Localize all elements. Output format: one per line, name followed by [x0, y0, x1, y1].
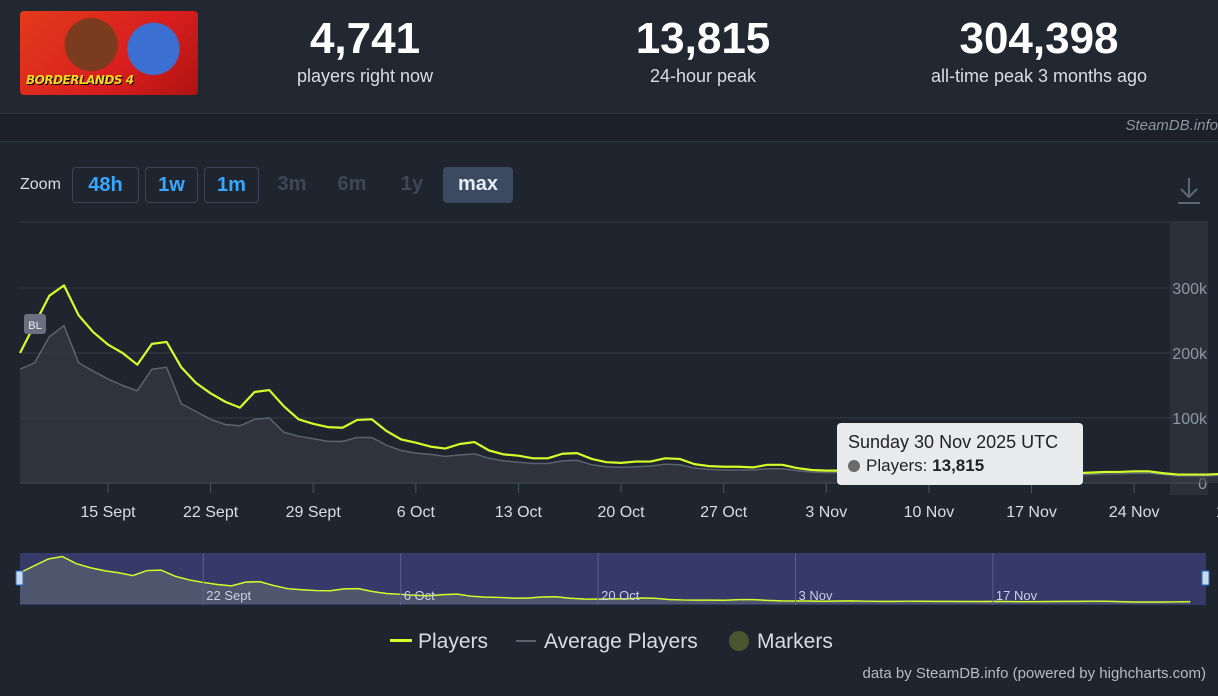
x-tick-label: 13 Oct	[495, 504, 543, 521]
zoom-1y-button[interactable]: 1y	[386, 167, 438, 203]
tooltip-label: Players:	[866, 456, 928, 475]
average-swatch-icon	[516, 640, 536, 642]
navigator-left-handle[interactable]	[15, 570, 24, 586]
navigator-tick-label: 6 Oct	[404, 588, 435, 603]
tooltip-dot-icon	[848, 460, 860, 472]
x-tick-label: 15 Sept	[80, 504, 136, 521]
legend-markers[interactable]: Markers	[729, 630, 833, 654]
zoom-6m-button[interactable]: 6m	[326, 167, 378, 203]
zoom-3m-button[interactable]: 3m	[266, 167, 318, 203]
logo-text: BORDERLANDS 4	[26, 73, 134, 87]
steamdb-credit[interactable]: SteamDB.info	[1125, 117, 1218, 134]
tooltip-players: Players: 13,815	[848, 456, 984, 476]
stat-all-time-peak: 304,398 all-time peak 3 months ago	[904, 14, 1174, 87]
stat-24h-peak: 13,815 24-hour peak	[596, 14, 810, 87]
tooltip-value: 13,815	[932, 456, 985, 475]
footer-credit[interactable]: data by SteamDB.info (powered by highcha…	[862, 665, 1207, 682]
x-tick-label: 3 Nov	[805, 504, 847, 521]
average-area	[20, 325, 1218, 483]
navigator-tick-label: 3 Nov	[799, 588, 833, 603]
x-tick-label: 29 Sept	[286, 504, 342, 521]
stat-label: players right now	[296, 66, 434, 86]
stat-players-now: 4,741 players right now	[258, 14, 472, 87]
stat-value: 304,398	[959, 14, 1119, 63]
plot-right-shade	[1170, 222, 1208, 495]
marker-badge[interactable]: BL	[24, 314, 46, 334]
x-tick-label: 1 Dec	[1216, 504, 1218, 521]
navigator-chart[interactable]: 22 Sept 6 Oct 20 Oct 3 Nov 17 Nov	[0, 550, 1218, 608]
stat-label: 24-hour peak	[649, 66, 757, 86]
legend-average-label: Average Players	[544, 630, 698, 653]
zoom-48h-button[interactable]: 48h	[72, 167, 139, 203]
navigator-area	[20, 556, 1191, 604]
x-tick-label: 10 Nov	[904, 504, 955, 521]
header-bar: BORDERLANDS 4 4,741 players right now 13…	[0, 0, 1218, 114]
y-tick-label: 200k	[1172, 346, 1208, 363]
y-tick-label: 0	[1198, 476, 1207, 493]
legend-markers-label: Markers	[757, 630, 833, 653]
players-swatch-icon	[390, 639, 412, 642]
x-tick-label: 20 Oct	[597, 504, 645, 521]
navigator-tick-label: 20 Oct	[601, 588, 640, 603]
x-tick-label: 6 Oct	[397, 504, 436, 521]
x-tick-label: 17 Nov	[1006, 504, 1057, 521]
zoom-label: Zoom	[20, 176, 61, 193]
legend-players-label: Players	[418, 630, 489, 653]
main-chart[interactable]: 0 100k 200k 300k 15 Sept 22 Sept 29 Sept 6 Oct…	[0, 210, 1218, 530]
tooltip-date: Sunday 30 Nov 2025 UTC	[848, 432, 1059, 452]
download-icon[interactable]	[1176, 176, 1202, 206]
legend-players[interactable]: Players	[390, 630, 488, 654]
stat-value: 4,741	[309, 14, 421, 63]
x-tick-label: 24 Nov	[1109, 504, 1160, 521]
x-tick-label: 22 Sept	[183, 504, 239, 521]
markers-swatch-icon	[729, 631, 749, 651]
legend-average[interactable]: Average Players	[516, 630, 698, 654]
zoom-1m-button[interactable]: 1m	[204, 167, 259, 203]
zoom-1w-button[interactable]: 1w	[145, 167, 198, 203]
navigator-line	[19, 555, 1191, 603]
stat-value: 13,815	[635, 14, 771, 63]
y-tick-label: 100k	[1172, 411, 1208, 428]
x-tick-label: 27 Oct	[700, 504, 748, 521]
zoom-max-button[interactable]: max	[443, 167, 513, 203]
stat-label: all-time peak 3 months ago	[930, 66, 1148, 86]
svg-text:BL: BL	[28, 320, 41, 332]
chart-tooltip: Sunday 30 Nov 2025 UTC Players: 13,815	[837, 423, 1083, 485]
navigator-tick-label: 17 Nov	[996, 588, 1038, 603]
y-tick-label: 300k	[1172, 281, 1208, 298]
game-logo[interactable]: BORDERLANDS 4	[20, 11, 198, 95]
navigator-right-handle[interactable]	[1201, 570, 1210, 586]
navigator-tick-label: 22 Sept	[206, 588, 251, 603]
